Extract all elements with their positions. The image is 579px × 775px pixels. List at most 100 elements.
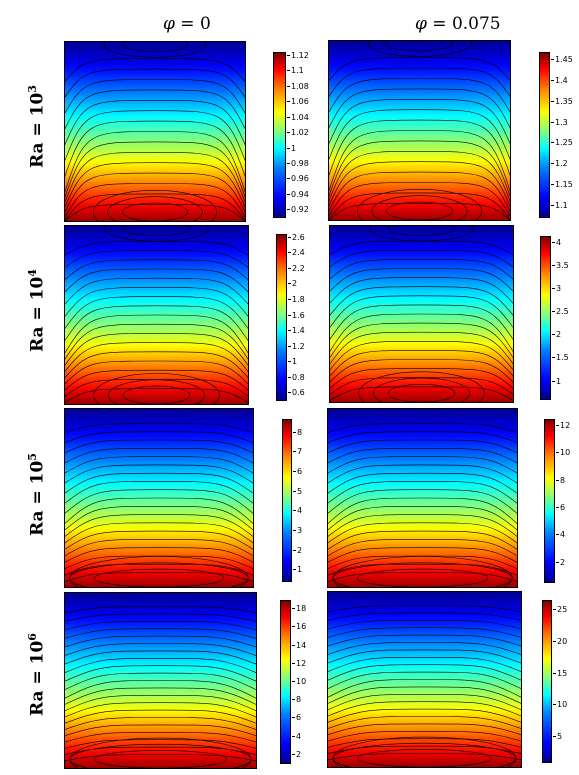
isoline (327, 555, 518, 570)
colorbar-gradient (544, 419, 555, 583)
isoline (64, 305, 249, 343)
colorbar-tick-label: 0.6 (288, 388, 305, 398)
isoline (64, 724, 257, 737)
colorbar-tick-label: 1.02 (287, 128, 309, 138)
isoline (64, 277, 249, 306)
row-label-ra-1e3: Ra = 103 (26, 85, 48, 168)
colorbar-tick-label: 1 (286, 143, 297, 153)
isoline (327, 612, 522, 621)
isoline (327, 456, 518, 474)
isoline (328, 203, 511, 221)
isoline (64, 665, 257, 682)
isoline (327, 634, 522, 647)
colorbar-ra5-phi0: 8 7 6 5 4 3 2 1 (282, 419, 302, 582)
panel-border (327, 591, 522, 768)
isoline (64, 497, 254, 525)
isoline (329, 359, 514, 384)
isoline (329, 268, 514, 293)
isoline (327, 738, 522, 748)
colorbar-ra6-phi0075: 25 20 15 10 5 (542, 600, 567, 763)
colorbar-tick-label: 1.2 (551, 159, 568, 169)
isoline (327, 522, 518, 544)
colorbar-tick-label: 6 (292, 467, 303, 477)
isoline (327, 514, 518, 538)
contour-panel-ra6-phi0 (64, 592, 257, 769)
isoline (328, 130, 511, 194)
colorbar-tick-label: 1.04 (287, 112, 309, 122)
phi-symbol: φ (415, 14, 427, 34)
isoline (64, 606, 257, 614)
colorbar-tick-label: 8 (292, 427, 303, 437)
contour-panel-ra3-phi0 (64, 41, 246, 222)
isoline (328, 140, 511, 199)
isoline (327, 686, 522, 705)
colorbar-ra5-phi0075: 12 10 8 6 4 2 (544, 419, 570, 583)
colorbar-tick-label: 1.4 (551, 76, 568, 86)
colorbar-gradient (539, 52, 550, 218)
colorbar-tick-label: 1 (292, 565, 303, 575)
isoline (64, 152, 246, 205)
colorbar-tick-label: 3.5 (552, 261, 569, 271)
core-isoline (93, 373, 220, 405)
isoline (329, 313, 514, 354)
isoline (64, 472, 254, 495)
isoline (327, 448, 518, 464)
isoline (329, 322, 514, 360)
colorbar-ra3-phi0075: 1.45 1.4 1.35 1.3 1.25 1.2 1.15 1.1 (539, 52, 573, 218)
isoline (64, 732, 257, 743)
colorbar-tick-label: 4 (555, 530, 566, 540)
isoline (64, 89, 246, 131)
isoline (64, 379, 249, 398)
isoline (64, 110, 246, 163)
isoline (329, 304, 514, 341)
isoline (64, 628, 257, 639)
column-title-phi-0: φ = 0 (163, 14, 211, 34)
isoline (328, 161, 511, 209)
isoline (64, 539, 254, 557)
isoline (64, 333, 249, 367)
cold-core-isoline (122, 225, 191, 237)
isoline (329, 386, 514, 402)
colorbar-tick-label: 3 (292, 525, 303, 535)
core-isoline (69, 556, 249, 588)
colorbar-tick-label: 5 (552, 732, 563, 742)
isoline (64, 431, 254, 444)
cold-core-isoline (369, 225, 474, 242)
isoline (327, 723, 522, 736)
core-isoline (373, 377, 470, 403)
colorbar-tick-label: 8 (555, 475, 566, 485)
colorbar-tick-label: 4 (292, 506, 303, 516)
colorbar-tick-label: 1.08 (287, 81, 309, 91)
colorbar-tick-label: 1.6 (288, 310, 305, 320)
panel-border (328, 40, 511, 221)
isoline (329, 259, 514, 281)
colorbar-tick-label: 1.15 (551, 179, 573, 189)
isoline (327, 563, 518, 576)
contour-panel-ra3-phi0075 (328, 40, 511, 221)
colorbar-tick-label: 1.2 (288, 341, 305, 351)
isoline (64, 702, 257, 718)
isoline (329, 250, 514, 268)
isoline (64, 635, 257, 648)
isoline (64, 489, 254, 515)
colorbar-tick-label: 7 (292, 447, 303, 457)
isoline (64, 456, 254, 474)
colorbar-tick-label: 2 (551, 330, 562, 340)
colorbar-tick-label: 1.3 (551, 117, 568, 127)
isoline (329, 377, 514, 396)
colorbar-tick-label: 1.8 (288, 295, 305, 305)
isoline (328, 119, 511, 178)
core-isoline (356, 189, 483, 221)
isoline (64, 351, 249, 379)
isoline (64, 296, 249, 330)
isoline (328, 182, 511, 218)
isoline (327, 547, 518, 563)
panel-border (329, 225, 514, 403)
colorbar-tick-label: 14 (291, 640, 307, 650)
isoline (64, 514, 254, 538)
isoline (64, 131, 246, 195)
isoline (327, 671, 522, 690)
isoline (327, 701, 522, 717)
panel-border (64, 41, 246, 222)
isoline (329, 277, 514, 305)
